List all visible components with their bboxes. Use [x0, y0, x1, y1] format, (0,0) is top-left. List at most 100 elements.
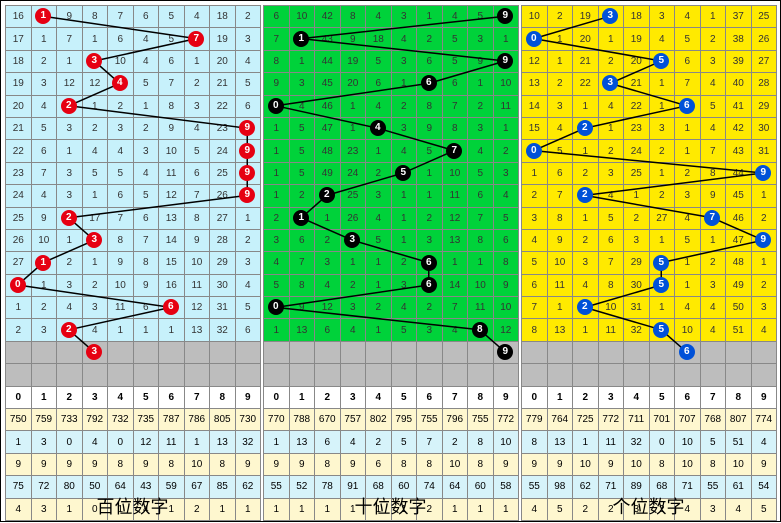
grid-cell [493, 364, 519, 386]
digit-header-cell: 9 [751, 386, 777, 408]
grid-cell: 3 [751, 297, 777, 319]
grid-cell: 3 [184, 95, 210, 117]
grid-cell: 8 [184, 207, 210, 229]
grid-cell: 4 [366, 6, 392, 28]
grid-row: 49263151479 [522, 229, 777, 251]
stat-cell: 32 [235, 431, 261, 453]
digit-header-cell: 9 [493, 386, 519, 408]
grid-cell: 12 [522, 50, 548, 72]
grid-cell: 3 [391, 274, 417, 296]
stat-cell: 8 [468, 453, 494, 475]
grid-cell: 2 [366, 162, 392, 184]
grid-cell: 4 [598, 185, 624, 207]
grid-cell: 18 [6, 50, 32, 72]
grid-cell: 3 [700, 274, 726, 296]
grid-cell: 19 [6, 73, 32, 95]
grid-cell: 24 [210, 140, 236, 162]
grid-cell: 4 [391, 297, 417, 319]
grid-cell: 38 [726, 28, 752, 50]
grid-cell: 11 [159, 162, 185, 184]
grid-cell: 1 [184, 50, 210, 72]
grid-cell: 3 [264, 229, 290, 251]
grid-cell: 5 [391, 319, 417, 341]
stat-cell: 13 [289, 431, 315, 453]
grid-cell: 2 [82, 274, 108, 296]
grid-cell: 10 [675, 319, 701, 341]
digit-header-cell: 7 [184, 386, 210, 408]
grid-cell: 7 [108, 6, 134, 28]
grid-cell: 5 [82, 162, 108, 184]
grid-cell [700, 364, 726, 386]
section-label-hundreds: 百位数字 [5, 493, 260, 519]
grid-row: 18211110461204 [6, 50, 261, 72]
grid-cell: 7 [289, 252, 315, 274]
grid-cell: 4 [700, 73, 726, 95]
grid-cell: 8 [598, 274, 624, 296]
grid-cell: 1 [547, 28, 573, 50]
stat-cell: 1 [573, 431, 599, 453]
grid-cell: 27 [649, 207, 675, 229]
grid-cell: 4 [468, 140, 494, 162]
grid-cell [468, 364, 494, 386]
stat-cell: 3 [31, 431, 57, 453]
stat-cell: 795 [391, 409, 417, 431]
stat-cell: 13 [547, 431, 573, 453]
grid-cell: 2 [649, 185, 675, 207]
grid-cell: 1 [340, 117, 366, 139]
stat-cell: 8 [649, 453, 675, 475]
grid-row: 154823145942 [264, 140, 519, 162]
grid-cell: 11 [598, 319, 624, 341]
grid-cell: 9 [417, 117, 443, 139]
grid-cell: 28 [751, 73, 777, 95]
grid-cell: 13 [289, 319, 315, 341]
stat-cell: 796 [442, 409, 468, 431]
grid-row: 1243116112315 [6, 297, 261, 319]
grid-cell: 47 [315, 117, 341, 139]
grid-cell: 21 [210, 73, 236, 95]
grid-cell: 1 [700, 6, 726, 28]
stat-cell: 802 [366, 409, 392, 431]
grid-cell [547, 364, 573, 386]
ball-tens: 6 [421, 255, 437, 271]
grid-cell: 5 [493, 207, 519, 229]
grid-cell: 2 [264, 207, 290, 229]
grid-cell: 7 [442, 297, 468, 319]
ball-ones: 6 [679, 98, 695, 114]
grid-cell: 10 [442, 162, 468, 184]
grid-cell: 9 [31, 207, 57, 229]
grid-row: 171716457193 [6, 28, 261, 50]
grid-cell: 6 [31, 140, 57, 162]
grid-cell: 6 [417, 50, 443, 72]
grid-cell [210, 341, 236, 363]
grid-cell: 23 [210, 117, 236, 139]
grid-cell: 2 [468, 95, 494, 117]
grid-cell: 8 [159, 95, 185, 117]
grid-cell: 4 [133, 28, 159, 50]
grid-cell: 19 [210, 28, 236, 50]
grid-cell: 6 [547, 162, 573, 184]
grid-cell: 18 [366, 28, 392, 50]
stat-cell: 10 [493, 431, 519, 453]
stat-cell: 10 [675, 431, 701, 453]
grid-row: 5103729512481 [522, 252, 777, 274]
grid-cell: 40 [726, 73, 752, 95]
grid-row: 2261443105249 [6, 140, 261, 162]
grid-cell: 15 [522, 117, 548, 139]
panel-tens: 6104284314597143918425318144195365999345… [263, 5, 519, 521]
digit-header-cell: 1 [547, 386, 573, 408]
grid-cell: 5 [159, 28, 185, 50]
grid-cell: 1 [675, 117, 701, 139]
grid-cell: 11 [442, 185, 468, 207]
grid-row: 132223211744028 [522, 73, 777, 95]
grid-cell [264, 341, 290, 363]
grid-cell [82, 364, 108, 386]
grid-row [6, 364, 261, 386]
grid-cell: 2 [366, 297, 392, 319]
grid-cell: 1 [751, 185, 777, 207]
grid-cell: 4 [184, 6, 210, 28]
grid-cell: 2 [675, 162, 701, 184]
grid-cell: 4 [82, 319, 108, 341]
grid-cell: 5 [235, 297, 261, 319]
grid-cell: 3 [57, 117, 83, 139]
grid-cell: 9 [108, 252, 134, 274]
